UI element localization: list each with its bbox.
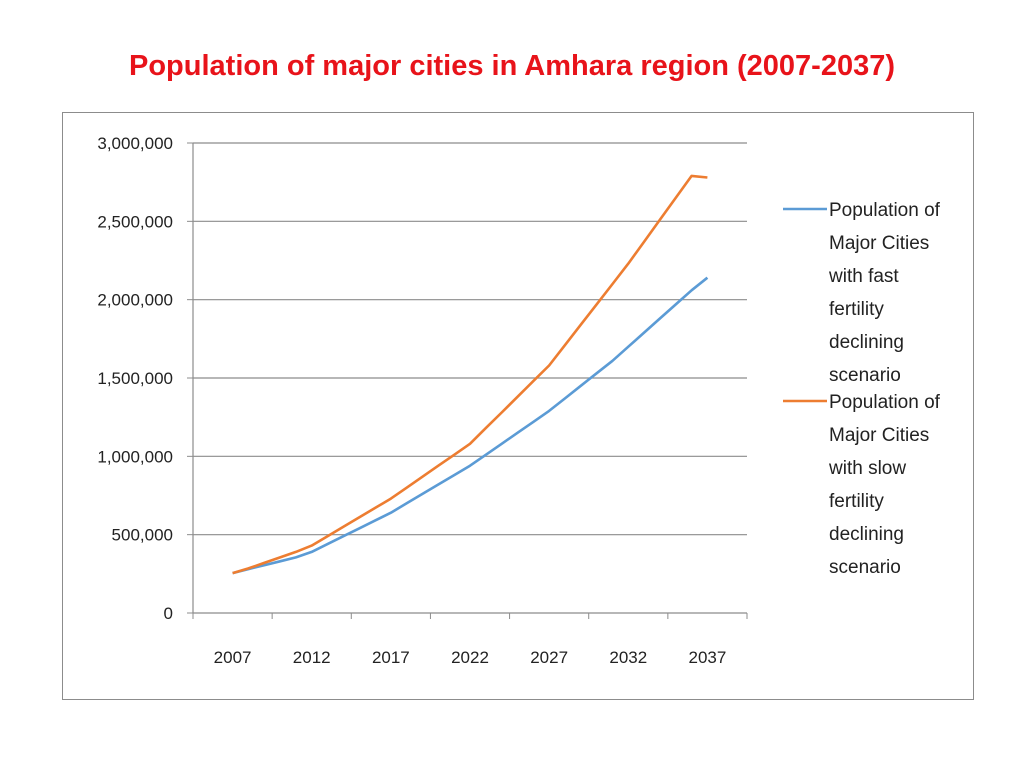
legend-label: fertility [829,299,884,320]
x-tick-label: 2017 [372,648,410,667]
legend-label: Population of [829,200,941,221]
legend-label: declining [829,332,904,353]
y-tick-label: 3,000,000 [97,134,173,153]
legend-label: Major Cities [829,233,929,254]
x-tick-label: 2032 [609,648,647,667]
y-tick-label: 2,500,000 [97,212,173,231]
x-tick-label: 2022 [451,648,489,667]
y-tick-label: 1,500,000 [97,369,173,388]
x-tick-label: 2007 [214,648,252,667]
x-tick-label: 2027 [530,648,568,667]
chart-frame: 0 500,000 1,000,000 1,500,000 2,000,000 2,500… [62,112,974,700]
legend-label: with fast [828,266,899,287]
legend-label: declining [829,524,904,545]
legend-label: Major Cities [829,425,929,446]
y-tick-label: 2,000,000 [97,291,173,310]
chart-title: Population of major cities in Amhara reg… [128,50,895,82]
series-line-fast [232,276,709,575]
y-tick-label: 0 [164,604,173,623]
legend-label: with slow [828,458,906,479]
y-tick-label: 500,000 [112,526,173,545]
legend-label: Population of [829,392,941,413]
line-chart: 0 500,000 1,000,000 1,500,000 2,000,000 2,500… [97,134,941,667]
legend-label: scenario [829,365,901,386]
x-tick-label: 2012 [293,648,331,667]
legend-label: fertility [829,491,884,512]
series-line-slow [232,174,708,575]
legend-label: scenario [829,557,901,578]
y-tick-label: 1,000,000 [97,447,173,466]
x-tick-label: 2037 [689,648,727,667]
